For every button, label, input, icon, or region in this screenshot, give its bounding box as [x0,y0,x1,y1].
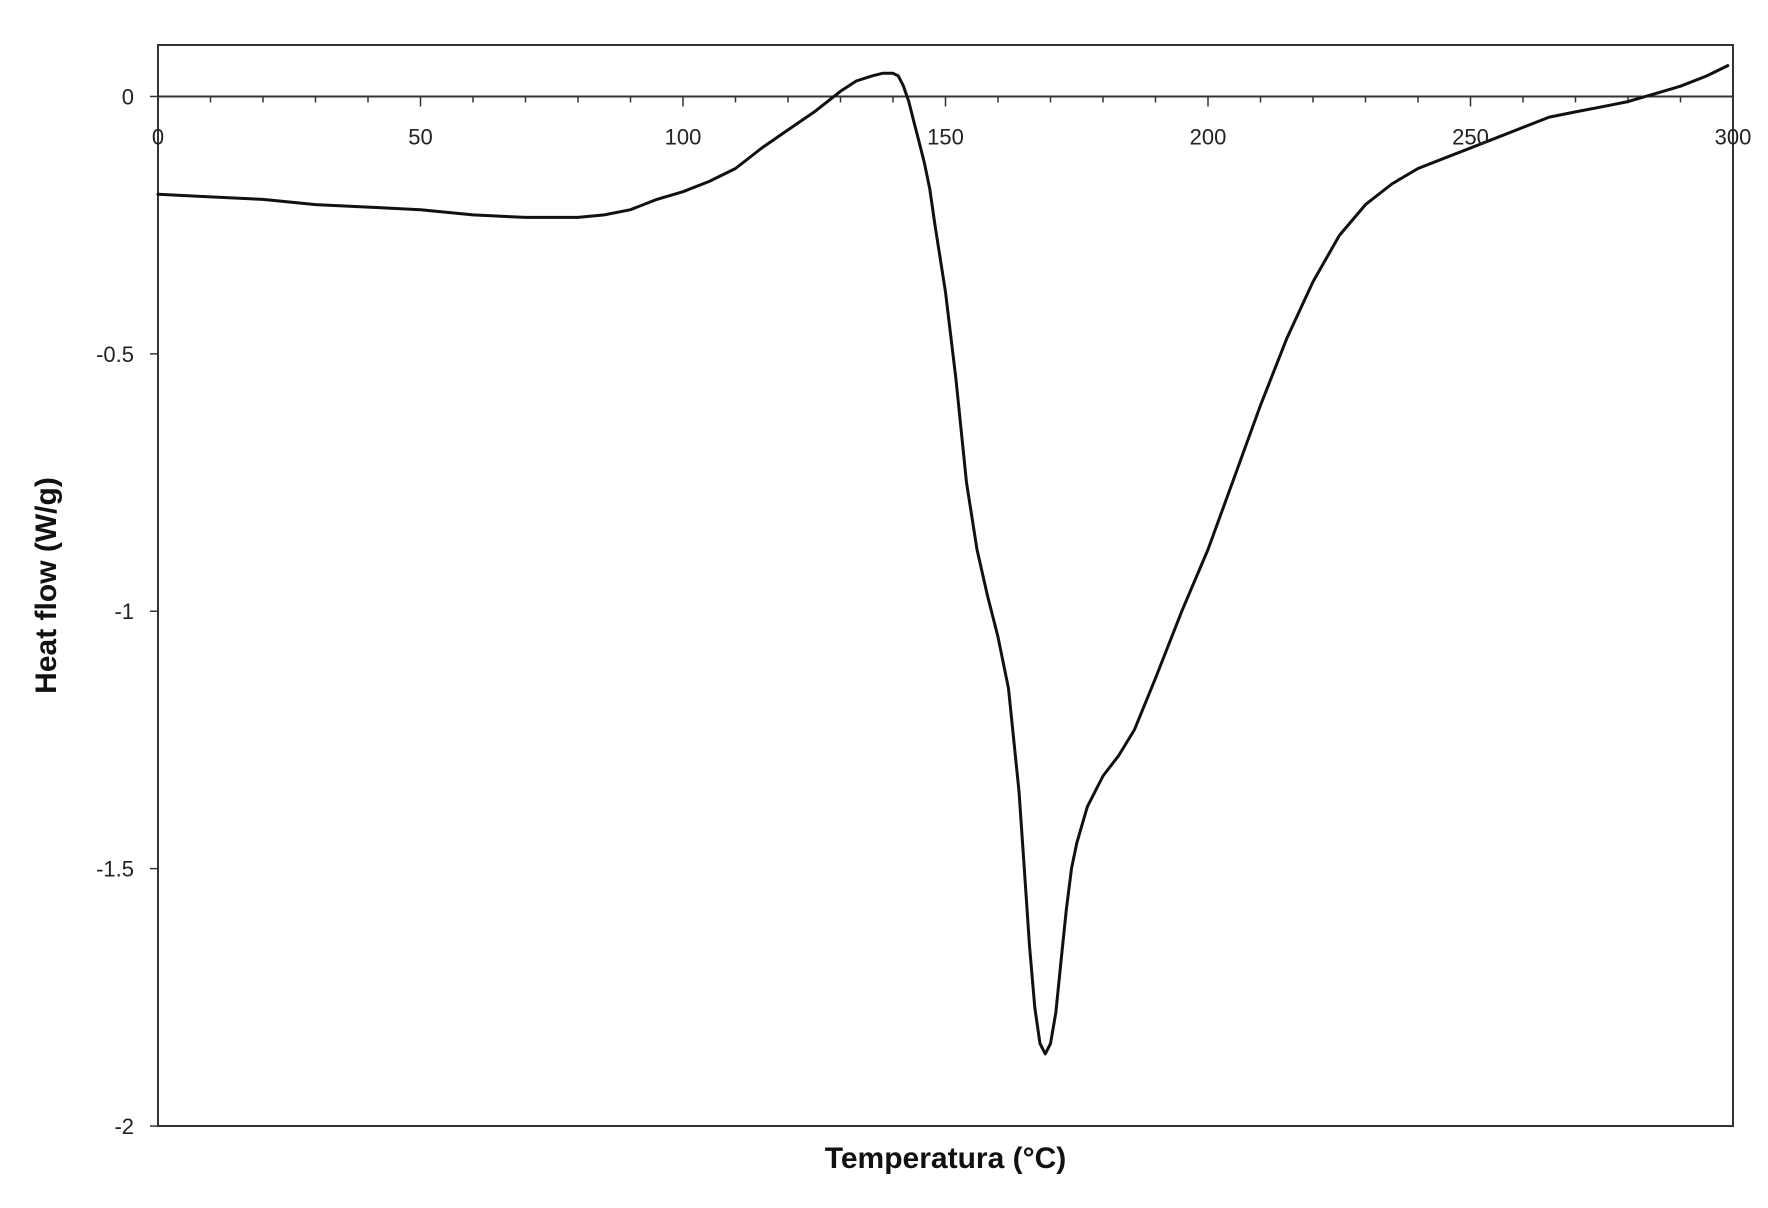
y-tick-label: -1.5 [96,857,134,882]
x-tick-labels: 0 50 100 150 200 250 300 [152,124,1751,149]
y-tick-label: 0 [122,84,134,109]
x-axis-title: Temperatura (°C) [825,1142,1066,1175]
plot-area [150,44,1734,1127]
plot-frame [157,44,1734,1127]
x-tick-label: 100 [665,124,702,149]
y-tick-label: -1 [114,599,134,624]
x-tick-label: 0 [152,124,164,149]
heat-flow-series-line [156,64,1730,1056]
y-tick-label: -0.5 [96,342,134,367]
x-tick-label: 250 [1452,124,1489,149]
x-minor-ticks [157,96,1734,107]
x-tick-label: 150 [927,124,964,149]
x-tick-label: 200 [1190,124,1227,149]
x-tick-label: 300 [1715,124,1752,149]
x-tick-label: 50 [408,124,432,149]
y-axis-ticks [150,95,158,1127]
y-tick-labels: 0 -0.5 -1 -1.5 -2 [96,84,134,1139]
y-axis-title: Heat flow (W/g) [30,477,63,694]
y-tick-label: -2 [114,1114,134,1139]
